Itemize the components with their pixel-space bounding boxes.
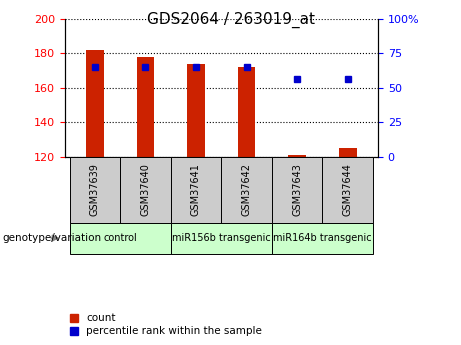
Legend: count, percentile rank within the sample: count, percentile rank within the sample xyxy=(70,313,262,336)
Bar xyxy=(86,50,104,157)
Text: GSM37641: GSM37641 xyxy=(191,163,201,216)
Bar xyxy=(70,157,120,223)
Bar xyxy=(221,157,272,223)
Bar xyxy=(70,223,171,254)
Bar xyxy=(272,157,322,223)
Bar xyxy=(322,157,373,223)
Text: GSM37639: GSM37639 xyxy=(90,163,100,216)
Text: GDS2064 / 263019_at: GDS2064 / 263019_at xyxy=(147,12,314,28)
Bar xyxy=(238,67,255,157)
Text: miR156b transgenic: miR156b transgenic xyxy=(172,233,271,243)
Bar xyxy=(187,64,205,157)
Bar xyxy=(171,157,221,223)
Bar xyxy=(339,148,356,157)
Text: GSM37643: GSM37643 xyxy=(292,163,302,216)
Text: miR164b transgenic: miR164b transgenic xyxy=(273,233,372,243)
Text: GSM37644: GSM37644 xyxy=(343,163,353,216)
Bar xyxy=(120,157,171,223)
Bar xyxy=(171,223,272,254)
Bar xyxy=(272,223,373,254)
Text: genotype/variation: genotype/variation xyxy=(2,233,101,243)
Bar xyxy=(288,155,306,157)
Text: control: control xyxy=(103,233,137,243)
Text: GSM37640: GSM37640 xyxy=(141,163,150,216)
Text: GSM37642: GSM37642 xyxy=(242,163,252,216)
Bar xyxy=(136,57,154,157)
